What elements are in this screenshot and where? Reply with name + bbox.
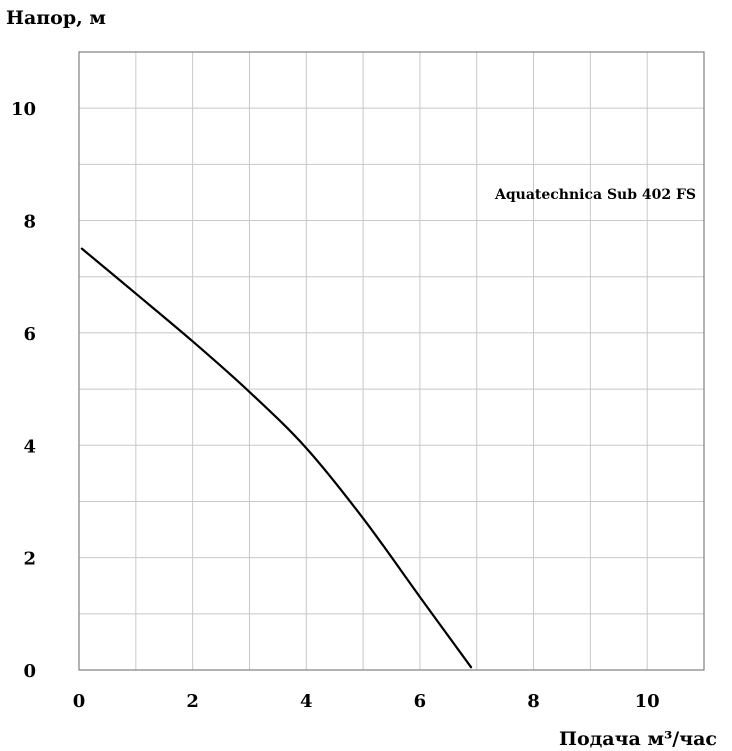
x-axis-title: Подача м³/час bbox=[559, 728, 717, 750]
y-tick-label: 10 bbox=[11, 99, 36, 120]
x-tick-label: 2 bbox=[186, 691, 199, 712]
grid bbox=[79, 52, 704, 670]
plot-frame bbox=[78, 51, 705, 671]
y-axis-title: Напор, м bbox=[6, 7, 106, 29]
y-tick-labels: 0 2 4 6 8 10 bbox=[11, 99, 36, 682]
x-tick-label: 6 bbox=[414, 691, 427, 712]
y-tick-label: 4 bbox=[23, 436, 36, 457]
x-tick-labels: 0 2 4 6 8 10 bbox=[73, 691, 660, 712]
y-tick-label: 6 bbox=[23, 324, 36, 345]
series-line bbox=[80, 247, 473, 669]
y-tick-label: 8 bbox=[23, 212, 36, 233]
y-tick-label: 0 bbox=[23, 661, 36, 682]
series-annotation: Aquatechnica Sub 402 FS bbox=[494, 187, 696, 203]
x-tick-label: 10 bbox=[635, 691, 660, 712]
series-layer bbox=[80, 247, 473, 669]
y-tick-label: 2 bbox=[23, 549, 36, 570]
x-tick-label: 8 bbox=[527, 691, 540, 712]
x-tick-label: 0 bbox=[73, 691, 86, 712]
x-tick-label: 4 bbox=[300, 691, 313, 712]
